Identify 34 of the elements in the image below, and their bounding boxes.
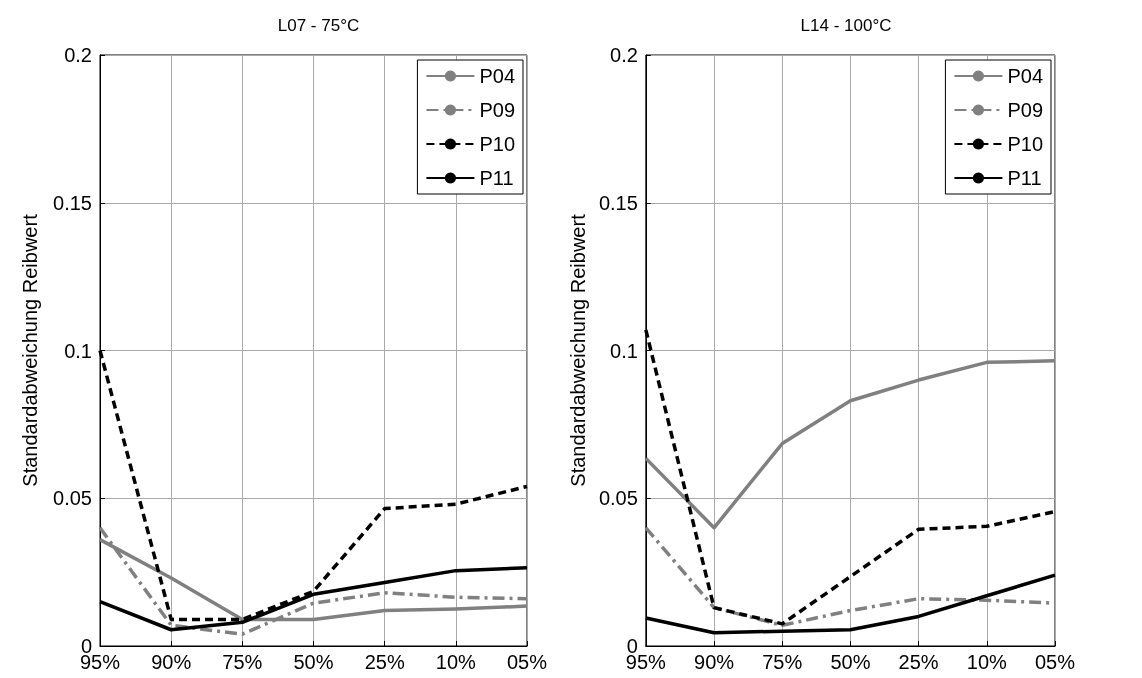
x-tick-label: 50% [830,651,871,673]
y-tick-label: 0.15 [53,191,92,214]
legend-label: P10 [479,133,516,155]
legend-label: P04 [479,65,516,87]
y-tick-label: 0.1 [610,339,638,362]
chart-title: L14 - 100°C [800,16,892,35]
y-axis-title: Standardabweichung Reibwert [567,213,589,487]
x-tick-label: 90% [694,651,735,673]
x-tick-label: 25% [898,651,939,673]
y-tick-label: 0.2 [64,44,92,66]
legend-label: P10 [1007,133,1044,155]
legend-label: P11 [1007,167,1042,189]
x-tick-label: 75% [222,651,263,673]
x-tick-label: 50% [293,651,334,673]
x-tick-label: 90% [151,651,192,673]
y-tick-label: 0.1 [64,339,92,362]
line-series [98,526,529,636]
y-tick-label: 0.15 [598,191,638,214]
legend-label: P11 [479,167,514,189]
x-tick-label: 75% [762,651,803,673]
y-axis-title: Standardabweichung Reibwert [19,213,41,487]
y-tick-label: 0.05 [598,487,638,510]
legend-label: P09 [479,99,516,121]
x-tick-label: 05% [506,651,548,673]
x-tick-label: 05% [1034,651,1076,673]
chart-title: L07 - 75°C [277,16,360,35]
x-tick-label: 10% [966,651,1008,673]
x-tick-label: 10% [435,651,477,673]
y-tick-label: 0.2 [610,44,638,66]
legend-label: P04 [1007,65,1044,87]
line-series [644,359,1057,530]
x-tick-label: 25% [364,651,405,673]
y-tick-label: 0.05 [53,487,92,510]
legend-label: P09 [1007,99,1044,121]
